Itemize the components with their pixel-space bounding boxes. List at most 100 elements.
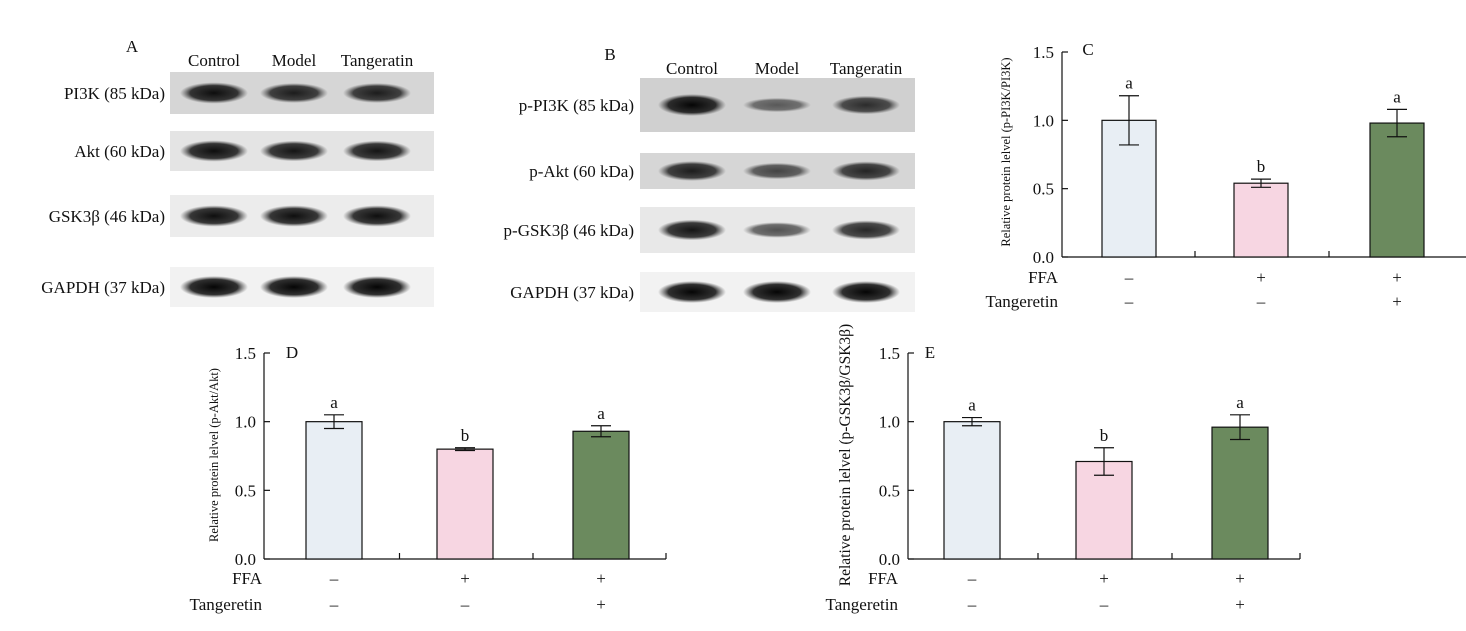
blot-band — [743, 162, 811, 180]
panel-letter: A — [126, 37, 139, 56]
bar-chart-e: 0.0 0.5 1.0 1.5 E Relative protein lelvel (p-… — [826, 324, 1301, 614]
tangeretin-sign: + — [596, 595, 606, 614]
tangeretin-sign: – — [329, 595, 339, 614]
y-tick-label: 1.0 — [235, 413, 256, 432]
significance-letter: a — [968, 396, 976, 415]
ffa-sign: – — [1124, 268, 1134, 287]
lane-label: Model — [272, 51, 317, 70]
panel-letter: B — [604, 45, 615, 64]
lane-label: Model — [755, 59, 800, 78]
blot-band — [343, 140, 411, 162]
tangeretin-sign: – — [1099, 595, 1109, 614]
bar — [572, 430, 630, 560]
bar — [943, 421, 1001, 560]
tangeretin-label: Tangeretin — [190, 595, 263, 614]
bar — [1211, 426, 1269, 560]
ffa-sign: + — [1099, 569, 1109, 588]
blot-band — [343, 205, 411, 227]
ffa-sign: + — [1256, 268, 1266, 287]
significance-letter: b — [1257, 157, 1266, 176]
lane-label: Control — [666, 59, 718, 78]
lane-label: Tangeratin — [341, 51, 414, 70]
y-tick-label: 0.0 — [879, 550, 900, 569]
lane-label: Control — [188, 51, 240, 70]
blot-band — [658, 94, 726, 116]
ffa-sign: + — [1392, 268, 1402, 287]
y-tick-label: 1.0 — [1033, 111, 1054, 130]
ffa-sign: – — [329, 569, 339, 588]
bar — [1075, 460, 1133, 560]
blot-label: p-GSK3β (46 kDa) — [504, 221, 634, 240]
y-axis-label: Relative protein lelvel (p-PI3K/PI3K) — [999, 57, 1013, 246]
blot-band — [832, 281, 900, 303]
blot-band — [180, 205, 248, 227]
tangeretin-sign: – — [1124, 292, 1134, 311]
significance-letter: a — [597, 404, 605, 423]
blot-band — [180, 276, 248, 298]
y-tick-label: 0.5 — [235, 481, 256, 500]
blot-label: p-Akt (60 kDa) — [529, 162, 634, 181]
y-tick-label: 0.5 — [879, 481, 900, 500]
blot-band — [180, 82, 248, 104]
blot-band — [743, 281, 811, 303]
significance-letter: b — [461, 426, 470, 445]
lane-label: Tangeratin — [830, 59, 903, 78]
blot-band — [343, 276, 411, 298]
blot-panel-a: A Control Model Tangeratin PI3K (85 kDa) Akt … — [41, 37, 434, 307]
blot-label: GAPDH (37 kDa) — [41, 278, 165, 297]
blot-band — [180, 140, 248, 162]
tangeretin-sign: – — [460, 595, 470, 614]
blot-panel-b: B Control Model Tangeratin p-PI3K (85 kDa) p-… — [504, 45, 915, 312]
tangeretin-sign: + — [1235, 595, 1245, 614]
significance-letter: a — [330, 393, 338, 412]
bar — [436, 448, 494, 560]
y-tick-label: 1.5 — [879, 344, 900, 363]
bar — [1233, 182, 1289, 258]
significance-letter: a — [1393, 87, 1401, 106]
blot-band — [658, 161, 726, 181]
ffa-sign: + — [460, 569, 470, 588]
y-tick-label: 0.5 — [1033, 180, 1054, 199]
y-tick-label: 0.0 — [235, 550, 256, 569]
blot-label: GSK3β (46 kDa) — [49, 207, 165, 226]
blot-label: PI3K (85 kDa) — [64, 84, 165, 103]
bar — [305, 421, 363, 560]
ffa-label: FFA — [1028, 268, 1059, 287]
tangeretin-label: Tangeretin — [826, 595, 899, 614]
y-tick-label: 0.0 — [1033, 248, 1054, 267]
bar — [1369, 122, 1425, 258]
ffa-sign: – — [967, 569, 977, 588]
blot-band — [832, 161, 900, 181]
blot-band — [743, 97, 811, 113]
significance-letter: a — [1125, 74, 1133, 93]
ffa-sign: + — [596, 569, 606, 588]
significance-letter: b — [1100, 426, 1109, 445]
y-axis-label: Relative protein lelvel (p-Akt/Akt) — [207, 368, 221, 542]
y-tick-label: 1.0 — [879, 413, 900, 432]
blot-label: GAPDH (37 kDa) — [510, 283, 634, 302]
y-tick-label: 1.5 — [235, 344, 256, 363]
blot-label: p-PI3K (85 kDa) — [519, 96, 634, 115]
blot-band — [260, 276, 328, 298]
blot-band — [343, 83, 411, 103]
blot-band — [743, 222, 811, 238]
y-axis-label: Relative protein lelvel (p-GSK3β/GSK3β) — [837, 324, 854, 586]
blot-band — [658, 281, 726, 303]
bar-chart-c: 0.0 0.5 1.0 1.5 C Relative protein lelvel (p-… — [986, 40, 1466, 311]
tangeretin-label: Tangeretin — [986, 292, 1059, 311]
bar-chart-d: 0.0 0.5 1.0 1.5 D Relative protein lelvel (p-… — [190, 343, 667, 614]
ffa-sign: + — [1235, 569, 1245, 588]
blot-band — [260, 205, 328, 227]
blot-band — [832, 220, 900, 240]
y-tick-label: 1.5 — [1033, 43, 1054, 62]
ffa-label: FFA — [868, 569, 899, 588]
blot-label: Akt (60 kDa) — [74, 142, 165, 161]
significance-letter: a — [1236, 393, 1244, 412]
ffa-label: FFA — [232, 569, 263, 588]
blot-band — [658, 219, 726, 241]
tangeretin-sign: – — [967, 595, 977, 614]
panel-letter: C — [1082, 40, 1093, 59]
tangeretin-sign: – — [1256, 292, 1266, 311]
tangeretin-sign: + — [1392, 292, 1402, 311]
